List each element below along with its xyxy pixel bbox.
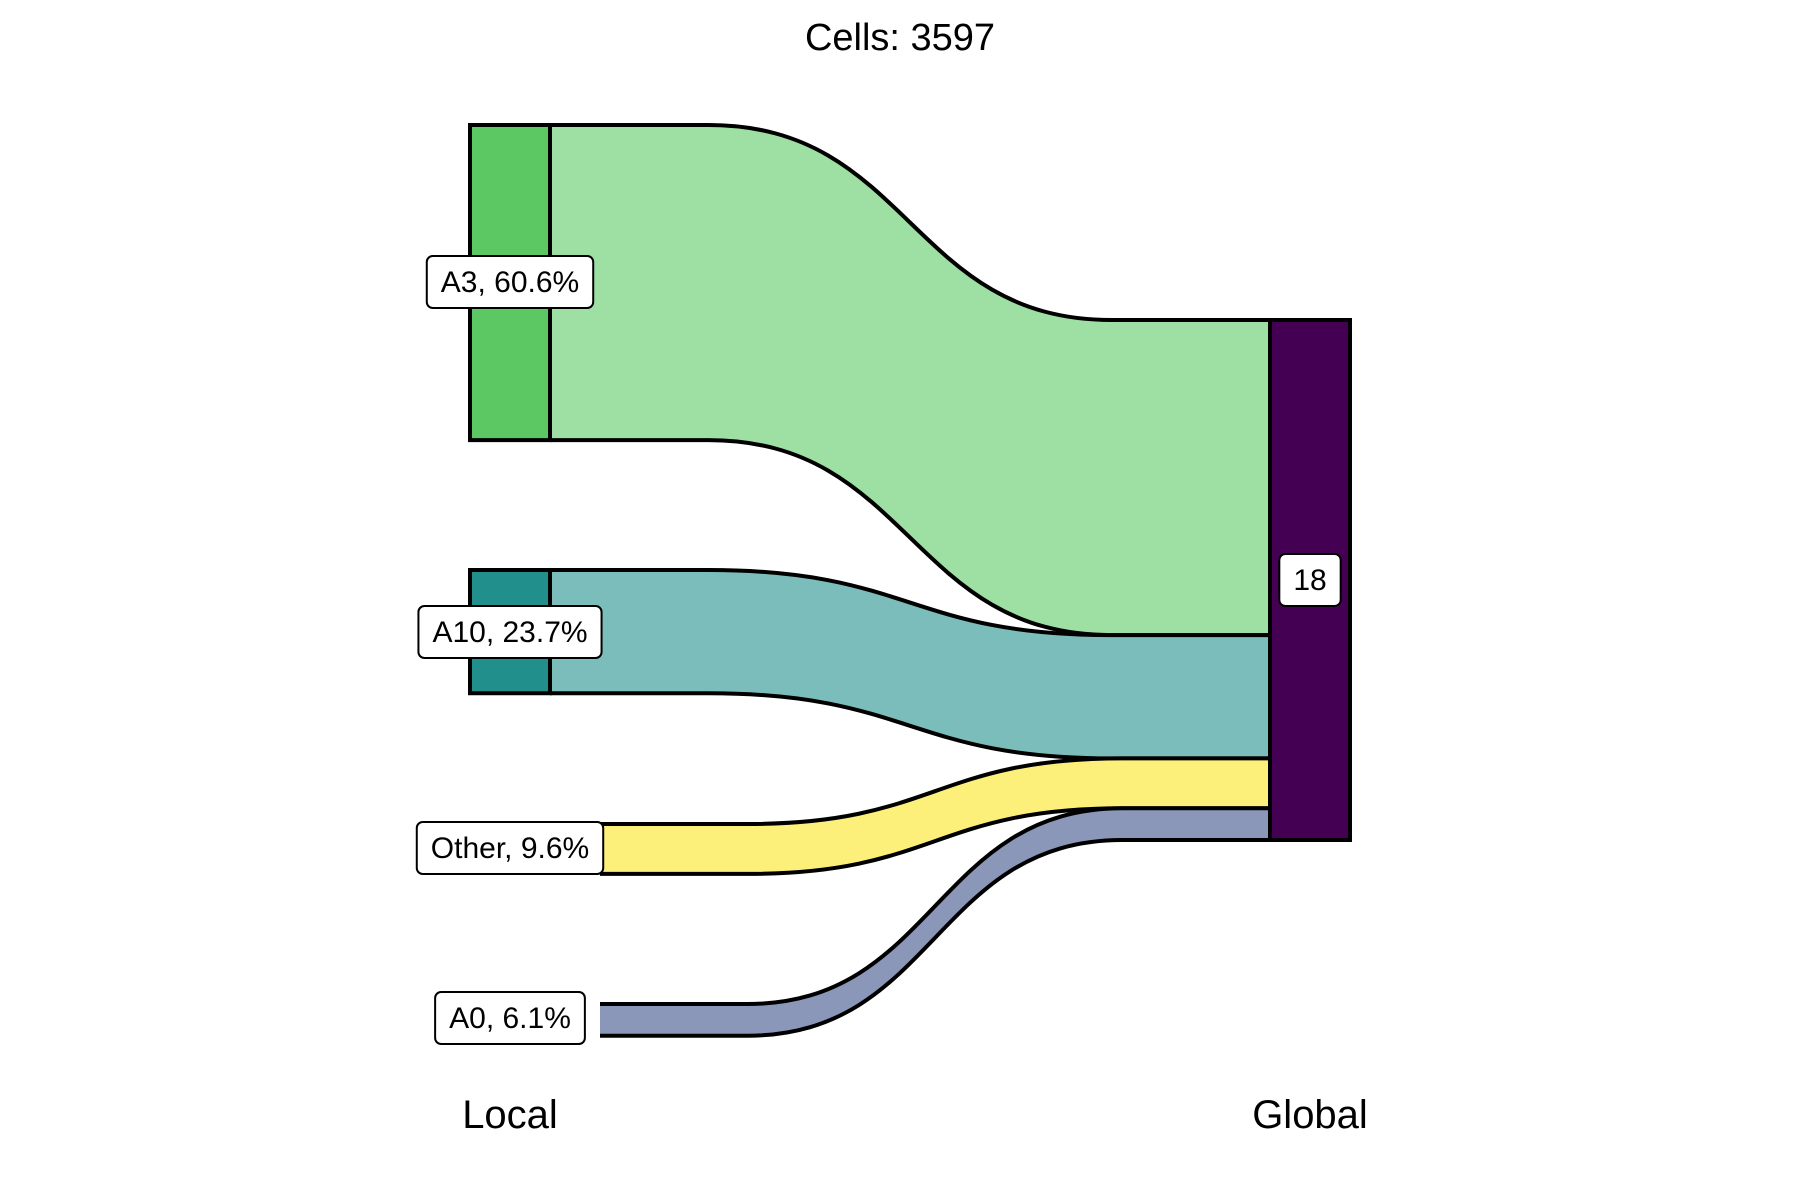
flow-edge-bottom-a3 [550,438,1270,638]
label-a0: A0, 6.1% [434,991,586,1045]
labels-layer: A3, 60.6% A10, 23.7% Other, 9.6% A0, 6.1% 18 [415,255,1342,1045]
flow-band-other [600,758,1270,874]
flow-edge-bottom-a10 [550,691,1270,761]
flows-layer [550,123,1270,1038]
flow-edge-bottom-other [600,806,1270,876]
flow-edge-top-other [600,756,1270,826]
label-a3-box [425,255,595,309]
flow-edge-top-a3 [550,123,1270,322]
flow-band-a0 [600,808,1270,1036]
label-a10-text: A10, 23.7% [432,616,587,649]
label-target-18: 18 [1278,553,1342,607]
label-a3: A3, 60.6% [425,255,595,309]
axis-label-local: Local [462,1093,558,1137]
label-a10-box [417,605,603,659]
label-a0-box [434,991,586,1045]
label-a3-text: A3, 60.6% [441,266,579,299]
flow-edge-top-a10 [550,568,1270,638]
label-a10: A10, 23.7% [417,605,603,659]
label-target-18-text: 18 [1293,564,1326,597]
flow-edge-bottom-a0 [600,838,1270,1038]
label-other-text: Other, 9.6% [431,832,589,865]
flow-band-a3 [550,125,1270,636]
chart-title: Cells: 3597 [805,17,995,59]
label-a0-text: A0, 6.1% [449,1002,571,1035]
label-other-box [415,821,605,875]
flow-band-a10 [550,570,1270,759]
label-other: Other, 9.6% [415,821,605,875]
flow-edge-top-a0 [600,806,1270,1006]
label-target-18-box [1278,553,1342,607]
axis-label-global: Global [1252,1093,1368,1137]
